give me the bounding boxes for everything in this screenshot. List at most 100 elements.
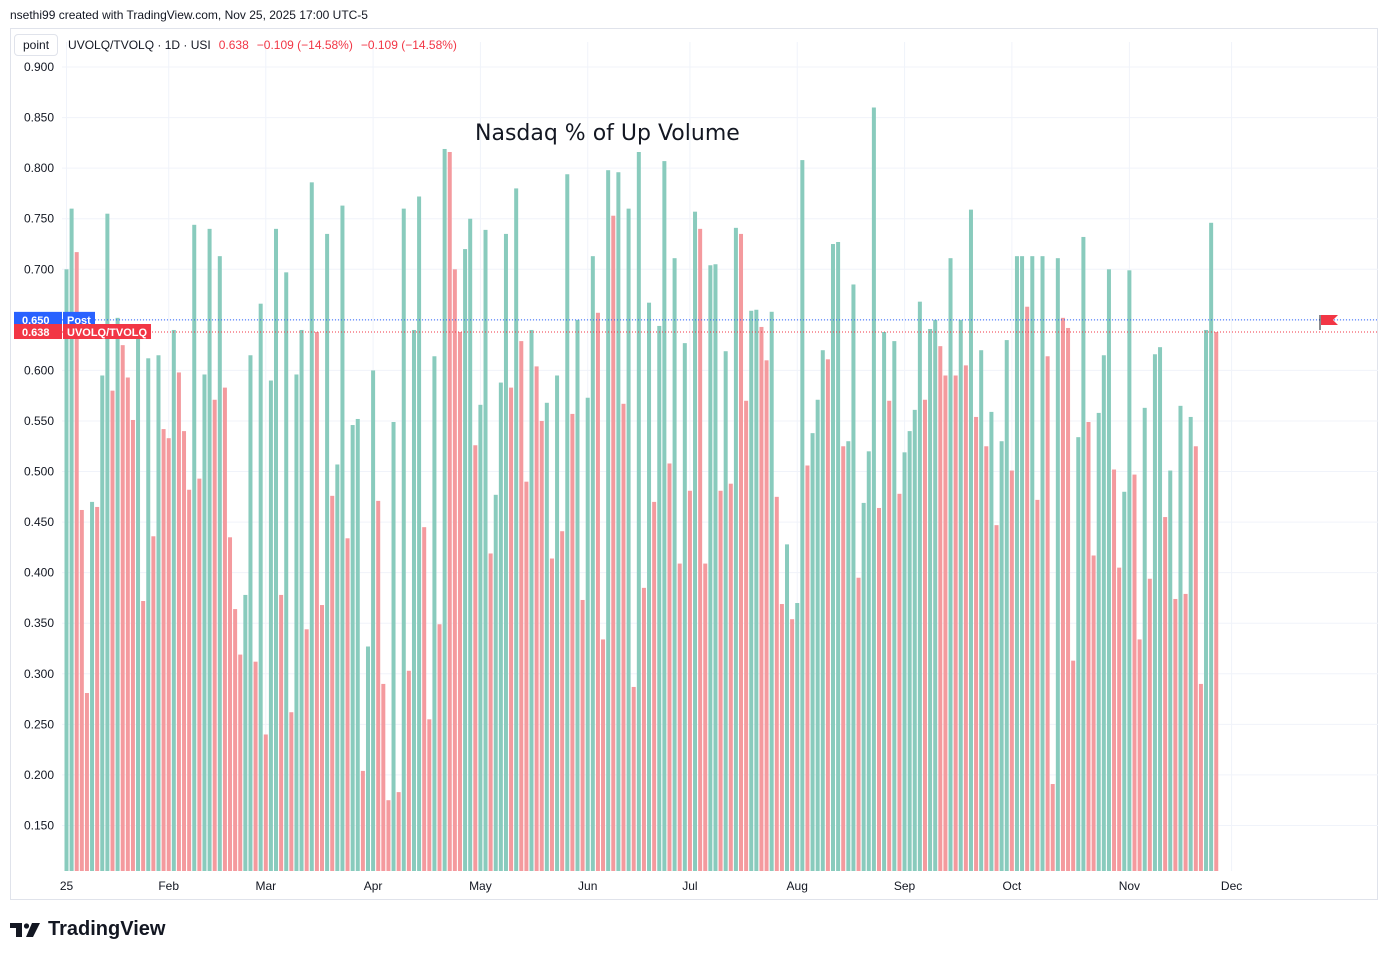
bar xyxy=(371,370,376,871)
bar xyxy=(887,400,892,871)
bar xyxy=(1158,347,1163,871)
bar xyxy=(488,553,493,871)
y-tick-label: 0.250 xyxy=(24,717,54,731)
bar xyxy=(130,419,135,871)
bar xyxy=(100,375,105,871)
bar xyxy=(171,329,176,872)
point-button[interactable]: point xyxy=(14,34,59,56)
bar xyxy=(1112,469,1117,871)
bar xyxy=(968,209,973,871)
bar xyxy=(912,409,917,871)
y-tick-label: 0.400 xyxy=(24,566,54,580)
bar xyxy=(1214,332,1219,871)
bar xyxy=(1101,355,1106,871)
bar xyxy=(693,211,698,872)
bar xyxy=(386,800,391,871)
bar xyxy=(1050,784,1055,871)
bar xyxy=(979,350,984,872)
bar xyxy=(176,372,181,871)
bar xyxy=(294,374,299,871)
symbol-info[interactable]: UVOLQ/TVOLQ · 1D · USI xyxy=(68,38,211,52)
y-tick-label: 0.500 xyxy=(24,465,54,479)
bar xyxy=(560,531,565,871)
bar xyxy=(64,269,69,871)
bar xyxy=(115,317,120,872)
post-tag-label: Post xyxy=(67,315,91,327)
bar xyxy=(1045,356,1050,871)
bar xyxy=(810,433,815,871)
bar xyxy=(110,390,115,871)
bar xyxy=(948,258,953,871)
x-tick-label: 25 xyxy=(60,879,74,893)
bar xyxy=(790,619,795,871)
bar xyxy=(422,527,427,871)
bar xyxy=(125,377,130,871)
bar xyxy=(1204,329,1209,872)
bar xyxy=(314,332,319,871)
bar xyxy=(503,233,508,871)
bar xyxy=(713,264,718,871)
y-tick-label: 0.850 xyxy=(24,111,54,125)
bar xyxy=(447,152,452,871)
bar xyxy=(478,404,483,871)
x-tick-label: Jun xyxy=(578,879,597,893)
bar xyxy=(524,481,529,871)
bar xyxy=(202,374,207,871)
bar xyxy=(534,366,539,871)
x-tick-label: Feb xyxy=(158,879,179,893)
bar xyxy=(595,312,600,871)
bar xyxy=(105,213,110,871)
bar xyxy=(1173,598,1178,871)
bar xyxy=(1106,269,1111,871)
tradingview-logo-icon xyxy=(10,922,40,937)
bar xyxy=(146,358,151,871)
bar xyxy=(279,594,284,871)
bar xyxy=(1020,256,1025,871)
legend-bar: point UVOLQ/TVOLQ · 1D · USI 0.638 −0.10… xyxy=(14,34,465,56)
bar xyxy=(963,365,968,872)
bar xyxy=(1168,470,1173,871)
bar xyxy=(1132,474,1137,871)
bar xyxy=(243,594,248,871)
bar xyxy=(682,343,687,871)
bar xyxy=(330,495,335,871)
bar xyxy=(1009,470,1014,871)
bar xyxy=(437,624,442,871)
bar xyxy=(856,577,861,871)
bar xyxy=(217,256,222,871)
bar xyxy=(1198,683,1203,871)
bar xyxy=(233,609,238,871)
bar xyxy=(754,309,759,871)
tradingview-logo[interactable]: TradingView xyxy=(10,918,165,941)
x-axis: 25 Feb Mar Apr May Jun Jul Aug Sep Oct Nov Dec xyxy=(60,879,1242,893)
bar xyxy=(902,452,907,871)
bar xyxy=(166,438,171,871)
bar xyxy=(1137,639,1142,871)
bar xyxy=(473,445,478,871)
bar xyxy=(396,792,401,871)
bar xyxy=(1183,593,1188,871)
bar xyxy=(831,244,835,871)
bar xyxy=(381,683,386,871)
bar xyxy=(1014,256,1019,871)
bar xyxy=(769,311,774,871)
bar xyxy=(728,483,733,871)
bar xyxy=(212,399,217,871)
y-tick-label: 0.800 xyxy=(24,161,54,175)
flag-icon[interactable] xyxy=(1319,315,1338,330)
bar xyxy=(733,227,738,872)
bar xyxy=(744,400,749,871)
bar xyxy=(519,341,524,871)
bar xyxy=(1086,422,1091,871)
x-tick-label: Nov xyxy=(1119,879,1140,893)
bar xyxy=(1091,555,1096,871)
bar xyxy=(907,431,912,871)
bar xyxy=(1060,317,1065,872)
bar xyxy=(411,329,416,872)
bar xyxy=(917,301,922,871)
y-tick-label: 0.350 xyxy=(24,616,54,630)
bar xyxy=(846,441,851,871)
bar xyxy=(376,500,381,871)
last-price-tag: 0.638 UVOLQ/TVOLQ xyxy=(14,324,151,340)
